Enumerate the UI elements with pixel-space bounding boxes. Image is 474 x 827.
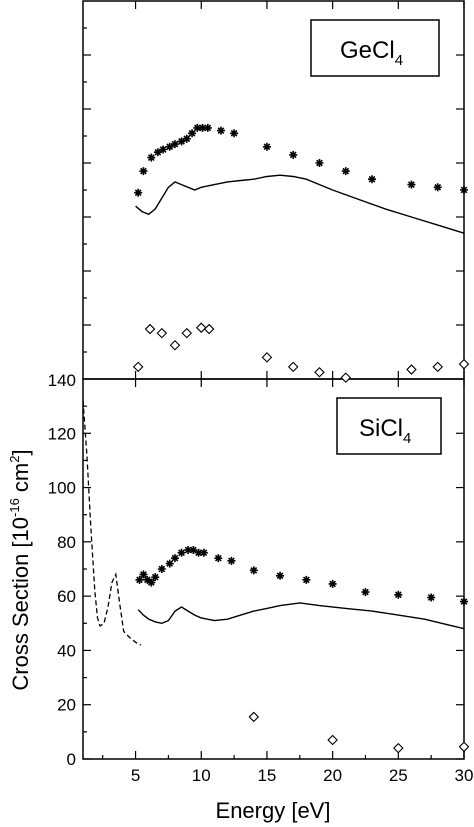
top-diamond-point: [181, 327, 193, 339]
bottom-asterisk-point: [135, 575, 144, 584]
bottom-asterisk-point: [214, 554, 223, 563]
bottom-x-tick-label: 10: [192, 766, 211, 785]
bottom-asterisk-point: [249, 566, 258, 575]
bottom-asterisk-point: [170, 554, 179, 563]
bottom-asterisk-point: [302, 575, 311, 584]
top-asterisk-point: [165, 142, 174, 151]
bottom-asterisk-point: [189, 546, 198, 554]
bottom-asterisk-point: [361, 588, 370, 597]
top-diamond-point: [458, 358, 470, 370]
top-asterisk-point: [193, 123, 202, 132]
top-diamond-point: [406, 364, 417, 375]
top-diamond-point: [132, 361, 144, 373]
bottom-asterisk-point: [147, 578, 156, 587]
top-diamond-point: [261, 352, 273, 363]
bottom-diamond-point: [327, 734, 338, 746]
top-diamond-point: [169, 339, 181, 351]
bottom-title-box: [336, 397, 442, 455]
top-asterisk-point: [134, 188, 143, 197]
top-diamond-point: [203, 323, 215, 335]
top-asterisk-point: [177, 137, 186, 146]
bottom-y-tick-label: 80: [57, 533, 76, 552]
top-asterisk-point: [216, 126, 225, 135]
bottom-asterisk-point: [427, 593, 436, 602]
bottom-diamond-point: [458, 741, 470, 753]
bottom-diamond-point: [393, 742, 404, 754]
top-diamond-point: [156, 327, 168, 339]
top-asterisk-point: [230, 129, 239, 138]
x-axis-label: Energy [eV]: [216, 798, 331, 823]
bottom-asterisk-point: [151, 573, 160, 582]
top-asterisk-point: [433, 183, 442, 192]
top-asterisk-point: [139, 167, 148, 176]
top-asterisk-point: [368, 175, 377, 184]
bottom-x-tick-label: 20: [323, 766, 342, 785]
top-asterisk-point: [341, 167, 350, 176]
bottom-asterisk-point: [143, 575, 152, 584]
bottom-y-tick-label: 120: [48, 424, 76, 443]
bottom-y-tick-label: 40: [57, 641, 76, 660]
bottom-x-tick-label: 5: [131, 766, 140, 785]
top-diamond-point: [144, 323, 156, 335]
top-diamond-point: [195, 322, 207, 333]
bottom-asterisk-point: [139, 570, 148, 579]
bottom-y-tick-label: 100: [48, 479, 76, 498]
top-diamond-point: [432, 361, 444, 373]
top-asterisk-point: [198, 123, 207, 132]
top-asterisk-point: [147, 153, 156, 162]
top-asterisk-point: [188, 129, 197, 138]
bottom-panel-title: SiCl4: [359, 415, 411, 447]
bottom-asterisk-point: [199, 548, 208, 557]
top-asterisk-point: [262, 142, 271, 151]
bottom-solid-line: [137, 602, 465, 630]
bottom-y-tick-label: 20: [57, 696, 76, 715]
bottom-asterisk-point: [227, 556, 236, 565]
y-axis-label: Cross Section [10-16 cm2]: [7, 449, 33, 690]
top-asterisk-point: [315, 159, 324, 167]
bottom-asterisk-point: [165, 559, 174, 568]
top-asterisk-point: [153, 148, 162, 157]
bottom-asterisk-point: [194, 548, 203, 557]
bottom-y-tick-label: 60: [57, 587, 76, 606]
top-asterisk-point: [170, 140, 179, 149]
bottom-asterisk-point: [157, 565, 166, 573]
top-asterisk-point: [182, 134, 191, 143]
top-y-tick-label: 140: [48, 371, 76, 390]
top-diamond-point: [340, 372, 352, 383]
top-solid-line: [135, 174, 465, 234]
top-asterisk-point: [159, 145, 168, 154]
bottom-x-tick-label: 30: [455, 766, 474, 785]
top-asterisk-point: [289, 150, 298, 159]
bottom-y-tick-label: 0: [67, 750, 76, 769]
top-panel-title: GeCl4: [340, 37, 403, 69]
top-diamond-point: [314, 366, 325, 378]
bottom-diamond-point: [248, 711, 260, 723]
bottom-asterisk-point: [394, 590, 403, 599]
bottom-asterisk-point: [328, 579, 337, 588]
bottom-x-tick-label: 15: [257, 766, 276, 785]
bottom-asterisk-point: [184, 546, 193, 554]
top-asterisk-point: [407, 180, 416, 189]
top-asterisk-point: [203, 123, 212, 132]
top-diamond-point: [287, 361, 299, 373]
bottom-asterisk-point: [460, 597, 468, 606]
top-asterisk-point: [460, 186, 468, 194]
bottom-asterisk-point: [177, 548, 186, 557]
bottom-asterisk-point: [276, 571, 285, 580]
top-title-box: [310, 19, 440, 77]
bottom-x-tick-label: 25: [389, 766, 408, 785]
bottom-dashed-line: [82, 400, 142, 646]
